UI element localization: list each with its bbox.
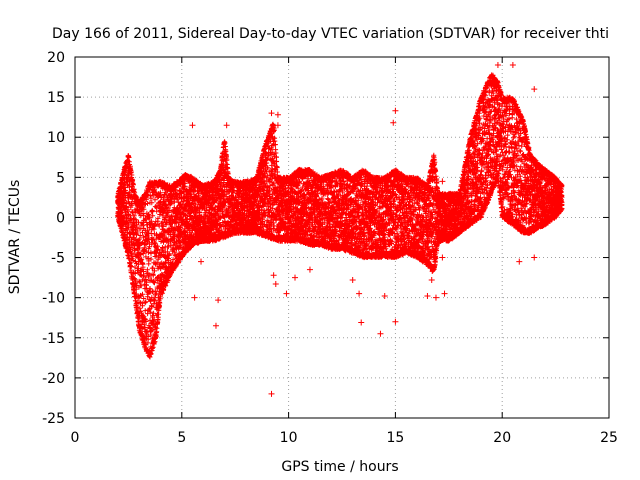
outlier-point [270, 272, 277, 279]
y-tick-label: -20 [42, 371, 65, 387]
chart-title: Day 166 of 2011, Sidereal Day-to-day VTE… [52, 26, 609, 42]
outlier-point [516, 258, 523, 265]
outlier-point [456, 198, 463, 205]
outlier-point [531, 86, 538, 93]
y-tick-label: -5 [51, 251, 65, 267]
outlier-point [274, 122, 281, 129]
outlier-point [215, 297, 222, 304]
outlier-point [191, 294, 198, 301]
outlier-point [212, 322, 219, 329]
y-tick-label: 15 [47, 90, 65, 106]
outlier-point [268, 110, 275, 117]
outlier-point [441, 290, 448, 297]
axis-ticks: 0 5 10 15 20 25 -25 -20 -15 -10 -5 0 5 10 15 20 [42, 50, 618, 446]
series-point-cloud [115, 72, 565, 360]
y-tick-label: 0 [56, 210, 65, 226]
outlier-point [428, 277, 435, 284]
outlier-point [292, 274, 299, 281]
plot-frame [74, 56, 610, 419]
y-tick-label: -10 [42, 291, 65, 307]
y-tick-label: 20 [47, 50, 65, 66]
outlier-point [381, 293, 388, 300]
outlier-point [392, 107, 399, 114]
y-tick-label: 10 [47, 130, 65, 146]
x-tick-label: 20 [493, 430, 511, 446]
outlier-point [439, 254, 446, 261]
x-tick-label: 25 [600, 430, 618, 446]
outlier-point [432, 294, 439, 301]
outlier-point [392, 318, 399, 325]
outlier-point [268, 390, 275, 397]
outlier-point [531, 254, 538, 261]
outlier-point [349, 277, 356, 284]
outlier-point [390, 119, 397, 126]
x-tick-label: 10 [280, 430, 298, 446]
y-tick-label: -25 [42, 411, 65, 427]
y-axis-label: SDTVAR / TECUs [7, 180, 23, 295]
outlier-point [439, 178, 446, 185]
x-tick-label: 5 [177, 430, 186, 446]
outlier-point [445, 198, 452, 205]
outlier-point [424, 293, 431, 300]
outlier-point [223, 122, 230, 129]
x-tick-label: 15 [386, 430, 404, 446]
outlier-point [509, 62, 516, 69]
x-tick-label: 0 [71, 430, 80, 446]
outlier-point [494, 62, 501, 69]
outlier-point [198, 258, 205, 265]
y-tick-label: -15 [42, 331, 65, 347]
outlier-point [358, 319, 365, 326]
y-tick-label: 5 [56, 170, 65, 186]
outlier-point [356, 290, 363, 297]
data-points [115, 62, 565, 397]
x-axis-label: GPS time / hours [281, 459, 398, 475]
outlier-point [274, 111, 281, 118]
outlier-point [377, 330, 384, 337]
outlier-point [283, 290, 290, 297]
outlier-point [189, 122, 196, 129]
outlier-point [306, 266, 313, 273]
outlier-point [272, 281, 279, 288]
